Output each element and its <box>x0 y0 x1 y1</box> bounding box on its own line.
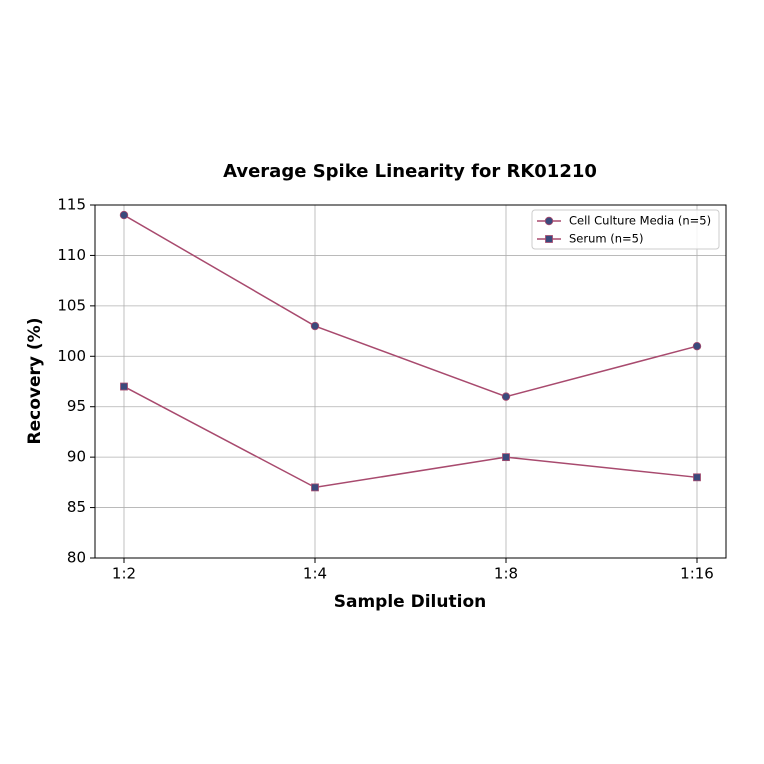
x-tick-label: 1:2 <box>112 565 136 583</box>
series-line <box>123 385 698 489</box>
y-tick-label: 95 <box>67 397 86 415</box>
marker <box>544 216 554 226</box>
marker <box>693 473 701 482</box>
legend-box <box>531 209 720 250</box>
marker <box>502 453 510 462</box>
marker <box>120 382 128 391</box>
y-axis-label: Recovery (%) <box>25 318 45 445</box>
x-axis-label: Sample Dilution <box>334 592 486 612</box>
marker <box>119 210 129 220</box>
x-tick-label: 1:16 <box>680 565 714 583</box>
y-tick-label: 110 <box>57 246 86 264</box>
y-tick-label: 80 <box>67 549 86 567</box>
marker <box>310 321 320 331</box>
y-tick-label: 105 <box>57 296 86 314</box>
y-tick-label: 90 <box>67 448 86 466</box>
plot-frame <box>94 204 727 559</box>
legend-label: Serum (n=5) <box>569 232 643 246</box>
y-tick-label: 85 <box>67 498 86 516</box>
chart-title: Average Spike Linearity for RK01210 <box>223 161 597 182</box>
x-tick-label: 1:8 <box>494 565 518 583</box>
marker <box>501 392 511 401</box>
legend: Cell Culture Media (n=5) Serum (n=5) <box>531 209 720 250</box>
legend-label: Cell Culture Media (n=5) <box>569 214 711 228</box>
x-tick-label: 1:4 <box>303 565 327 583</box>
marker <box>545 235 553 243</box>
marker <box>311 483 319 492</box>
marker <box>692 342 702 351</box>
y-tick-label: 100 <box>57 347 86 365</box>
y-tick-label: 115 <box>57 196 86 214</box>
series-line <box>123 214 698 398</box>
